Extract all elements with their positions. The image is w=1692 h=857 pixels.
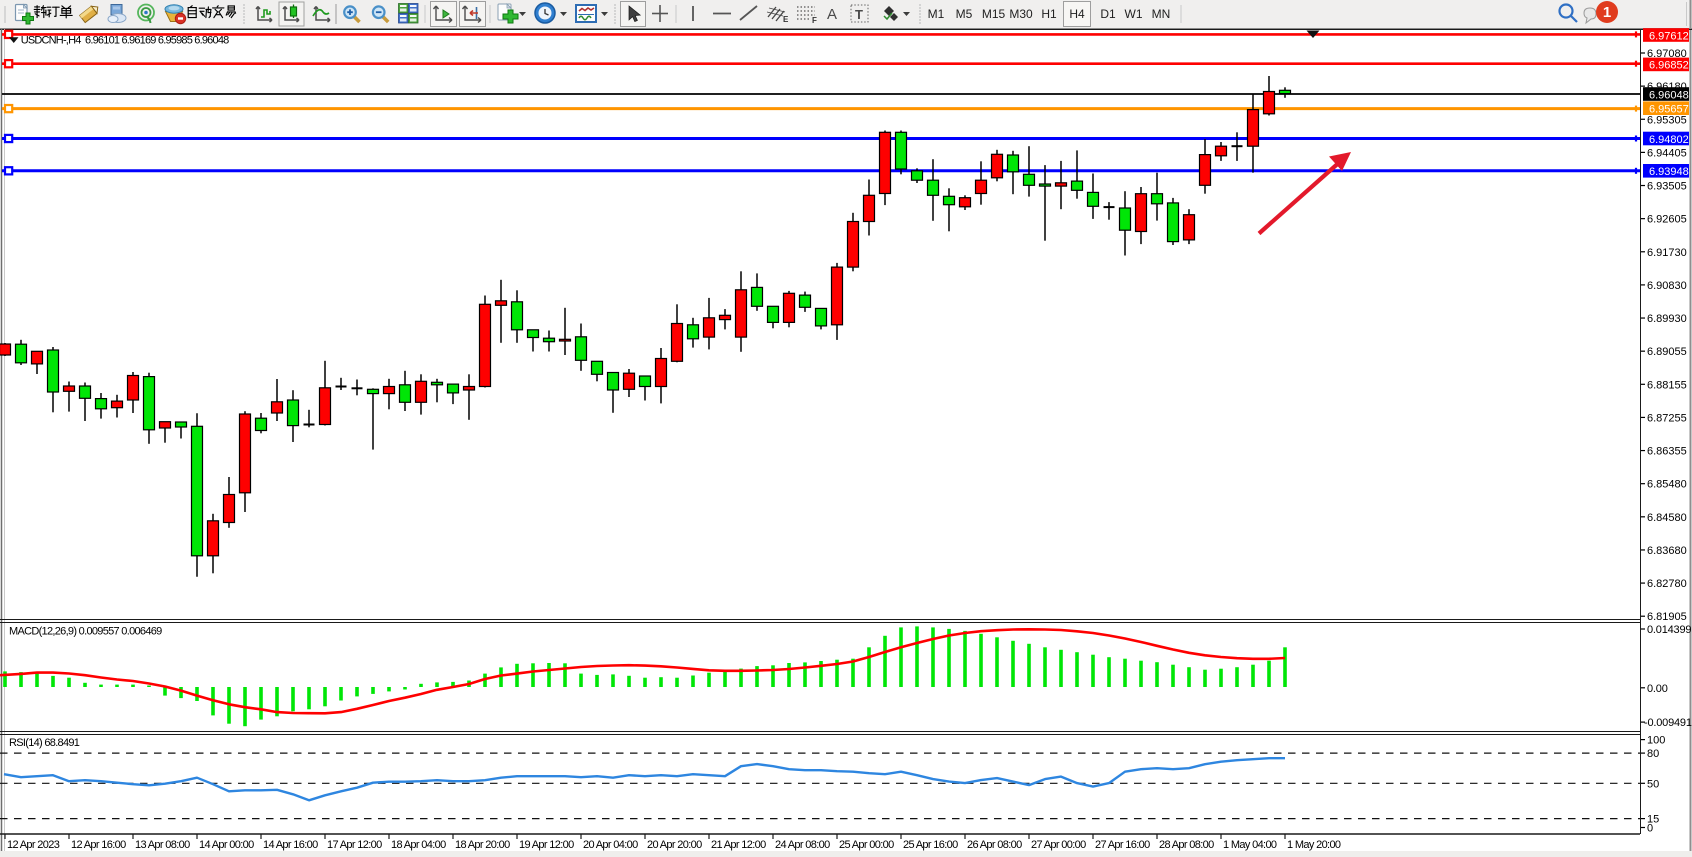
svg-text:D1: D1 [1100, 7, 1116, 21]
svg-text:F: F [812, 16, 817, 25]
svg-text:15: 15 [1647, 814, 1659, 826]
svg-text:12 Apr 2023: 12 Apr 2023 [7, 839, 60, 851]
svg-text:0.014399: 0.014399 [1647, 624, 1691, 636]
svg-text:14 Apr 16:00: 14 Apr 16:00 [263, 839, 318, 851]
svg-text:19 Apr 12:00: 19 Apr 12:00 [519, 839, 574, 851]
svg-text:14 Apr 00:00: 14 Apr 00:00 [199, 839, 254, 851]
svg-text:6.91730: 6.91730 [1647, 247, 1687, 259]
svg-text:25 Apr 00:00: 25 Apr 00:00 [839, 839, 894, 851]
svg-text:6.82780: 6.82780 [1647, 578, 1687, 590]
svg-text:20 Apr 20:00: 20 Apr 20:00 [647, 839, 702, 851]
svg-text:6.96048: 6.96048 [1649, 89, 1689, 101]
svg-text:6.84580: 6.84580 [1647, 512, 1687, 524]
svg-text:28 Apr 08:00: 28 Apr 08:00 [1159, 839, 1214, 851]
svg-text:6.94802: 6.94802 [1649, 134, 1689, 146]
svg-text:MN: MN [1152, 7, 1171, 21]
svg-text:20 Apr 04:00: 20 Apr 04:00 [583, 839, 638, 851]
svg-text:1: 1 [1603, 4, 1611, 21]
svg-text:T: T [855, 7, 863, 22]
svg-text:26 Apr 08:00: 26 Apr 08:00 [967, 839, 1022, 851]
svg-text:M15: M15 [982, 7, 1006, 21]
svg-text:6.93505: 6.93505 [1647, 181, 1687, 193]
svg-text:6.89930: 6.89930 [1647, 313, 1687, 325]
svg-text:H1: H1 [1041, 7, 1057, 21]
svg-text:E: E [783, 15, 789, 24]
svg-text:H4: H4 [1069, 7, 1085, 21]
svg-text:6.86355: 6.86355 [1647, 446, 1687, 458]
svg-text:0: 0 [1647, 823, 1653, 835]
svg-text:6.88155: 6.88155 [1647, 379, 1687, 391]
svg-text:6.92605: 6.92605 [1647, 214, 1687, 226]
svg-text:6.96852: 6.96852 [1649, 60, 1689, 72]
svg-text:13 Apr 08:00: 13 Apr 08:00 [135, 839, 190, 851]
svg-text:80: 80 [1647, 748, 1659, 760]
svg-text:M30: M30 [1009, 7, 1033, 21]
svg-text:100: 100 [1647, 735, 1665, 747]
svg-text:A: A [827, 6, 837, 23]
svg-text:17 Apr 12:00: 17 Apr 12:00 [327, 839, 382, 851]
svg-text:M1: M1 [928, 7, 945, 21]
svg-text:18 Apr 04:00: 18 Apr 04:00 [391, 839, 446, 851]
svg-text:0.00: 0.00 [1647, 683, 1668, 695]
svg-text:18 Apr 20:00: 18 Apr 20:00 [455, 839, 510, 851]
svg-text:6.89055: 6.89055 [1647, 346, 1687, 358]
svg-text:M5: M5 [956, 7, 973, 21]
svg-text:6.95305: 6.95305 [1647, 114, 1687, 126]
svg-text:27 Apr 00:00: 27 Apr 00:00 [1031, 839, 1086, 851]
svg-text:6.81905: 6.81905 [1647, 611, 1687, 623]
svg-text:6.95657: 6.95657 [1649, 104, 1689, 116]
svg-text:6.83680: 6.83680 [1647, 545, 1687, 557]
svg-text:6.97080: 6.97080 [1647, 48, 1687, 60]
svg-text:50: 50 [1647, 778, 1659, 790]
svg-text:27 Apr 16:00: 27 Apr 16:00 [1095, 839, 1150, 851]
svg-text:1 May 04:00: 1 May 04:00 [1223, 839, 1277, 851]
svg-text:1 May 20:00: 1 May 20:00 [1287, 839, 1341, 851]
svg-text:-0.009491: -0.009491 [1644, 717, 1692, 729]
svg-text:24 Apr 08:00: 24 Apr 08:00 [775, 839, 830, 851]
svg-text:USDCNH-,H4 6.96101 6.96169 6.: USDCNH-,H4 6.96101 6.96169 6.95985 6.960… [21, 35, 229, 47]
svg-text:6.97612: 6.97612 [1649, 30, 1689, 42]
svg-text:25 Apr 16:00: 25 Apr 16:00 [903, 839, 958, 851]
svg-text:6.93948: 6.93948 [1649, 166, 1689, 178]
svg-text:6.90830: 6.90830 [1647, 280, 1687, 292]
svg-text:RSI(14) 68.8491: RSI(14) 68.8491 [9, 737, 80, 749]
svg-text:MACD(12,26,9) 0.009557 0.00646: MACD(12,26,9) 0.009557 0.006469 [9, 626, 162, 638]
svg-text:12 Apr 16:00: 12 Apr 16:00 [71, 839, 126, 851]
svg-text:6.94405: 6.94405 [1647, 147, 1687, 159]
svg-text:6.87255: 6.87255 [1647, 412, 1687, 424]
svg-text:6.85480: 6.85480 [1647, 479, 1687, 491]
svg-text:W1: W1 [1125, 7, 1143, 21]
svg-text:21 Apr 12:00: 21 Apr 12:00 [711, 839, 766, 851]
